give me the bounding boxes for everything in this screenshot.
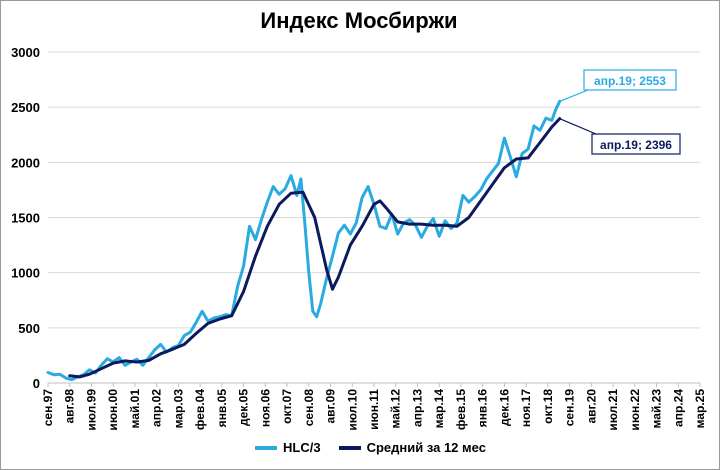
x-tick-label-15: июн.11 xyxy=(367,389,381,430)
x-tick-label-4: май.01 xyxy=(128,389,142,429)
legend-label-hlc: HLC/3 xyxy=(283,440,321,455)
x-tick-label-14: июл.10 xyxy=(345,389,359,431)
chart-title: Индекс Мосбиржи xyxy=(260,8,458,33)
legend-swatch-avg xyxy=(338,445,361,450)
x-tick-label-26: июл.21 xyxy=(606,389,620,431)
y-tick-label-3000: 3000 xyxy=(11,45,40,60)
legend-swatch-hlc xyxy=(255,445,277,450)
x-tick-label-17: апр.13 xyxy=(410,389,424,427)
legend: HLC/3 Средний за 12 мес xyxy=(255,440,486,455)
annotation-box-1 xyxy=(591,133,681,155)
x-tick-label-16: май.12 xyxy=(389,389,403,429)
x-tick-label-19: фев.15 xyxy=(454,389,468,430)
y-tick-label-2000: 2000 xyxy=(11,155,40,170)
x-tick-label-7: фев.04 xyxy=(193,389,207,430)
x-tick-label-11: окт.07 xyxy=(280,389,294,424)
x-tick-label-8: янв.05 xyxy=(215,389,229,428)
x-tick-label-27: июн.22 xyxy=(628,389,642,431)
annotation-leader-1 xyxy=(559,118,597,135)
y-tick-label-1000: 1000 xyxy=(11,266,40,281)
y-tick-label-0: 0 xyxy=(33,376,40,391)
x-tick-label-0: сен.97 xyxy=(41,389,55,427)
legend-label-avg: Средний за 12 мес xyxy=(366,440,486,455)
x-tick-label-6: мар.03 xyxy=(171,389,185,429)
x-tick-label-18: мар.14 xyxy=(432,389,446,429)
series-line-0 xyxy=(46,99,562,382)
annotation-box-0 xyxy=(583,69,677,91)
x-tick-label-20: янв.16 xyxy=(476,389,490,428)
annotation-leader-0 xyxy=(559,89,589,102)
x-tick-label-28: май.23 xyxy=(650,389,664,429)
annotation-label-0: апр.19; 2553 xyxy=(594,74,666,88)
x-tick-label-3: июн.00 xyxy=(106,389,120,431)
y-tick-label-2500: 2500 xyxy=(11,100,40,115)
x-tick-label-13: авг.09 xyxy=(324,389,338,424)
x-tick-label-10: ноя.06 xyxy=(258,389,272,427)
x-tick-label-30: мар.25 xyxy=(693,389,707,429)
x-tick-label-29: апр.24 xyxy=(671,389,685,427)
x-tick-label-21: дек.16 xyxy=(497,389,511,426)
series-line-1 xyxy=(68,117,562,379)
x-tick-label-24: сен.19 xyxy=(563,389,577,427)
legend-item-hlc: HLC/3 xyxy=(255,440,321,455)
x-tick-label-23: окт.18 xyxy=(541,389,555,424)
x-tick-label-2: июл.99 xyxy=(84,389,98,431)
y-tick-label-1500: 1500 xyxy=(11,211,40,226)
x-tick-label-25: авг.20 xyxy=(584,389,598,424)
x-tick-label-12: сен.08 xyxy=(302,389,316,427)
x-tick-label-5: апр.02 xyxy=(150,389,164,427)
legend-item-avg: Средний за 12 мес xyxy=(338,440,486,455)
x-tick-label-22: ноя.17 xyxy=(519,389,533,427)
x-tick-label-1: авг.98 xyxy=(63,389,77,424)
x-tick-label-9: дек.05 xyxy=(237,389,251,426)
y-tick-label-500: 500 xyxy=(18,321,40,336)
annotation-label-1: апр.19; 2396 xyxy=(600,138,672,152)
